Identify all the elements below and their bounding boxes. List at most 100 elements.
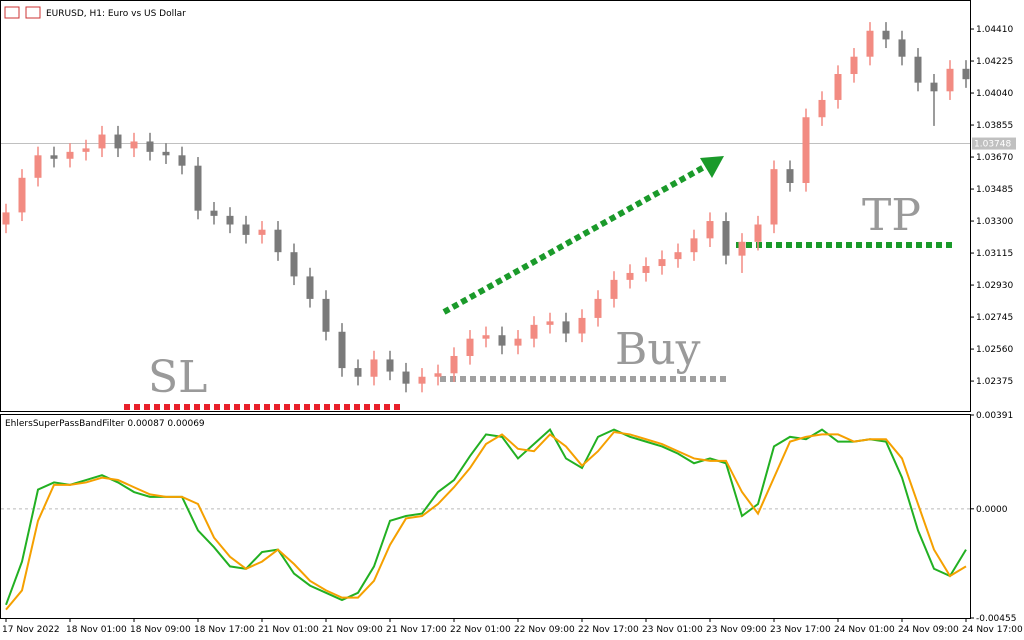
candle-body (530, 324, 538, 339)
y-tick-label: 1.04040 (976, 89, 1013, 99)
candle-body (418, 376, 426, 384)
candle-body (34, 155, 42, 178)
candle-body (706, 221, 714, 239)
candle-body (818, 99, 826, 118)
x-tick-label: 21 Nov 01:00 (258, 625, 319, 635)
x-tick-label: 22 Nov 09:00 (514, 625, 575, 635)
x-tick-label: 18 Nov 01:00 (66, 625, 127, 635)
x-tick-label: 17 Nov 2022 (2, 625, 60, 635)
candle-body (114, 134, 122, 149)
x-tick-label: 24 Nov 17:00 (962, 625, 1023, 635)
candle-body (290, 252, 298, 277)
candle-body (946, 68, 954, 92)
candle-body (930, 82, 938, 92)
candle-body (754, 224, 762, 242)
price-line-tag (972, 137, 1016, 150)
candle-body (50, 155, 58, 159)
candle-body (498, 335, 506, 346)
x-tick-label: 23 Nov 17:00 (770, 625, 831, 635)
x-tick-label: 23 Nov 09:00 (706, 625, 767, 635)
icon (25, 6, 41, 19)
sl-label: SL (148, 352, 207, 403)
candle-body (866, 30, 874, 57)
x-tick-label: 18 Nov 09:00 (130, 625, 191, 635)
y-tick-label: 0.0000 (976, 505, 1008, 515)
candle-body (66, 151, 74, 159)
candle-body (178, 155, 186, 166)
tp-label: TP (862, 190, 921, 241)
candle-body (514, 338, 522, 346)
candle-body (82, 148, 90, 152)
candle-body (914, 56, 922, 83)
candle-body (674, 252, 682, 260)
y-tick-label: 1.04410 (976, 25, 1013, 35)
candle-body (738, 241, 746, 256)
candle-body (834, 74, 842, 100)
y-tick-label: 1.04225 (976, 57, 1013, 67)
candle-body (850, 56, 858, 75)
y-tick-label: 1.03115 (976, 249, 1013, 259)
arrow-head (700, 156, 724, 178)
candle-body (962, 68, 970, 80)
buy-label: Buy (615, 324, 701, 375)
price-line-label: 1.03748 (974, 140, 1011, 150)
candle-body (546, 321, 554, 325)
indicator-title: EhlersSuperPassBandFilter 0.00087 0.0006… (5, 419, 205, 429)
candle-body (722, 221, 730, 256)
candle-body (450, 355, 458, 374)
candle-body (482, 335, 490, 339)
y-tick-label: 1.03300 (976, 217, 1013, 227)
candle-body (370, 359, 378, 377)
x-tick-label: 21 Nov 17:00 (386, 625, 447, 635)
candle-body (898, 39, 906, 57)
price-panel (0, 0, 971, 412)
symbol-title: EURUSD, H1: Euro vs US Dollar (46, 9, 186, 19)
candle-body (98, 134, 106, 149)
candle-body (386, 359, 394, 372)
x-tick-label: 22 Nov 17:00 (578, 625, 639, 635)
x-tick-label: 24 Nov 01:00 (834, 625, 895, 635)
y-tick-label: 1.02745 (976, 313, 1013, 323)
x-tick-label: 22 Nov 01:00 (450, 625, 511, 635)
candle-body (642, 266, 650, 273)
icon (4, 6, 20, 19)
candle-body (354, 368, 362, 377)
y-tick-label: 1.02560 (976, 345, 1013, 355)
candle-body (210, 210, 218, 216)
indicator-line (5, 430, 967, 611)
y-tick-label: 1.03670 (976, 153, 1013, 163)
candle-body (242, 224, 250, 235)
candle-body (338, 331, 346, 369)
candle-body (258, 229, 266, 235)
y-tick-label: -0.00455 (976, 614, 1016, 624)
y-tick-label: 1.03855 (976, 121, 1013, 131)
x-tick-label: 23 Nov 01:00 (642, 625, 703, 635)
y-tick-label: 0.00391 (976, 411, 1013, 421)
candle-body (130, 141, 138, 149)
candle-body (626, 272, 634, 280)
x-tick-label: 24 Nov 09:00 (898, 625, 959, 635)
candle-body (162, 151, 170, 156)
candle-body (562, 321, 570, 334)
y-tick-label: 1.02375 (976, 377, 1013, 387)
candle-body (402, 371, 410, 384)
candle-body (306, 276, 314, 299)
candle-body (786, 169, 794, 183)
y-tick-label: 1.02930 (976, 281, 1013, 291)
candle-body (434, 373, 442, 377)
indicator-panel (0, 414, 971, 619)
y-tick-label: 1.03485 (976, 185, 1013, 195)
candle-body (882, 30, 890, 40)
candle-body (802, 117, 810, 183)
x-tick-label: 21 Nov 09:00 (322, 625, 383, 635)
candle-body (690, 238, 698, 253)
candle-body (2, 212, 10, 225)
candle-body (274, 229, 282, 253)
candle-body (658, 259, 666, 267)
candle-body (594, 298, 602, 318)
candle-body (226, 215, 234, 225)
x-tick-label: 18 Nov 17:00 (194, 625, 255, 635)
